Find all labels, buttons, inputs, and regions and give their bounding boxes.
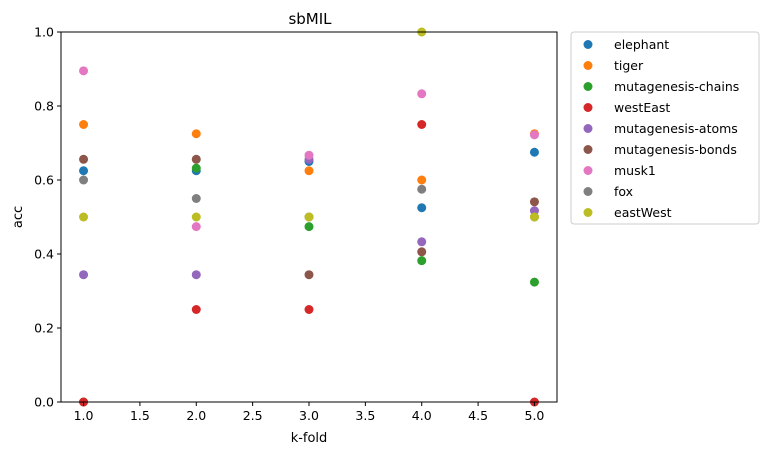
data-point — [191, 305, 201, 314]
data-point — [304, 166, 314, 176]
y-tick-label: 0.0 — [34, 395, 54, 410]
data-point — [191, 163, 201, 173]
x-tick-label: 4.5 — [468, 408, 488, 423]
legend-label: musk1 — [614, 163, 656, 178]
data-point — [529, 197, 539, 207]
data-point — [417, 256, 427, 266]
data-point — [79, 66, 89, 76]
legend-label: mutagenesis-chains — [614, 79, 739, 94]
data-point — [529, 206, 539, 216]
x-tick-label: 1.0 — [74, 408, 94, 423]
data-point — [304, 222, 314, 232]
data-point — [79, 154, 89, 164]
y-axis-label: acc — [11, 206, 26, 228]
chart-title: sbMIL — [288, 10, 332, 28]
data-point — [529, 130, 539, 140]
legend-label: mutagenesis-bonds — [614, 142, 737, 157]
x-tick-label: 2.0 — [186, 408, 206, 423]
y-tick-label: 1.0 — [34, 25, 54, 40]
data-point — [529, 277, 539, 287]
data-point — [191, 270, 201, 280]
data-point — [79, 212, 89, 222]
data-point — [417, 175, 427, 185]
x-tick-label: 2.5 — [243, 408, 263, 423]
series-mutagenesis-bonds — [79, 154, 539, 280]
series-mutagenesis-chains — [79, 163, 539, 407]
series-eastWest — [79, 27, 539, 222]
data-point — [417, 247, 427, 257]
legend-marker — [583, 166, 593, 175]
legend-label: mutagenesis-atoms — [614, 121, 738, 136]
x-tick-label: 5.0 — [525, 408, 545, 423]
legend-marker — [583, 103, 593, 112]
legend-marker — [583, 82, 593, 91]
legend-marker — [583, 145, 593, 154]
legend-label: fox — [614, 184, 633, 199]
legend-label: eastWest — [614, 205, 672, 220]
data-point — [191, 194, 201, 203]
x-axis: 1.0 1.5 2.0 2.5 3.0 3.5 4.0 4.5 5.0 — [74, 402, 545, 423]
data-point — [191, 222, 201, 232]
data-point — [417, 184, 427, 194]
legend-label: elephant — [614, 37, 669, 52]
data-point — [529, 147, 539, 157]
legend-marker — [583, 40, 593, 49]
data-point — [191, 212, 201, 222]
legend-marker — [583, 187, 593, 196]
data-point — [417, 237, 427, 247]
legend-label: westEast — [614, 100, 670, 115]
data-point — [417, 203, 427, 213]
data-point — [304, 270, 314, 280]
data-point — [304, 305, 314, 314]
data-point — [417, 89, 427, 99]
series-musk1 — [79, 66, 539, 232]
data-point — [529, 212, 539, 222]
data-point — [191, 154, 201, 164]
x-tick-label: 4.0 — [412, 408, 432, 423]
legend-marker — [583, 124, 593, 133]
data-point — [304, 212, 314, 222]
y-tick-label: 0.6 — [34, 173, 54, 188]
series-westEast — [79, 120, 539, 407]
x-tick-label: 1.5 — [130, 408, 150, 423]
legend-marker — [583, 61, 593, 70]
data-point — [79, 166, 89, 176]
data-point — [417, 120, 427, 129]
x-axis-label: k-fold — [291, 431, 328, 446]
y-tick-label: 0.2 — [34, 321, 54, 336]
data-point — [79, 270, 89, 280]
legend: elephant tiger mutagenesis-chains westEast m… — [570, 31, 760, 225]
y-axis: 0.0 0.2 0.4 0.6 0.8 1.0 — [34, 25, 61, 410]
data-point — [304, 150, 314, 160]
plot-points — [79, 27, 539, 407]
data-point — [191, 129, 201, 139]
data-point — [79, 175, 89, 185]
legend-label: tiger — [614, 58, 644, 73]
y-tick-label: 0.4 — [34, 247, 54, 262]
legend-frame — [570, 31, 760, 225]
x-tick-label: 3.0 — [299, 408, 319, 423]
x-tick-label: 3.5 — [355, 408, 375, 423]
y-tick-label: 0.8 — [34, 99, 54, 114]
data-point — [79, 120, 89, 129]
legend-marker — [583, 208, 593, 217]
